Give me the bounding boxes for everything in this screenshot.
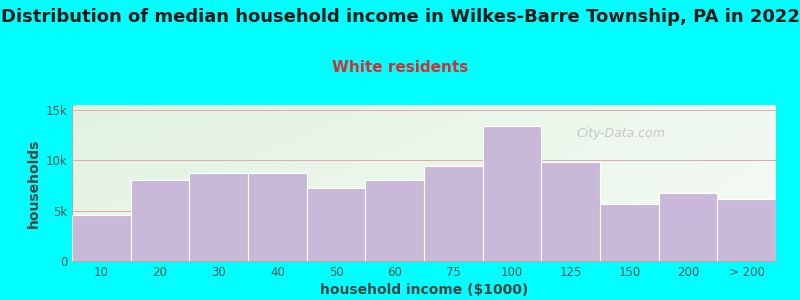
- Bar: [366, 181, 424, 261]
- X-axis label: household income ($1000): household income ($1000): [320, 283, 528, 297]
- Bar: [306, 188, 366, 261]
- Bar: [248, 173, 306, 261]
- Bar: [190, 173, 248, 261]
- Bar: [130, 181, 190, 261]
- Bar: [72, 215, 130, 261]
- Text: Distribution of median household income in Wilkes-Barre Township, PA in 2022: Distribution of median household income …: [1, 8, 799, 26]
- Text: City-Data.com: City-Data.com: [577, 127, 666, 140]
- Bar: [542, 162, 600, 261]
- Bar: [718, 199, 776, 261]
- Bar: [658, 193, 718, 261]
- Text: White residents: White residents: [332, 60, 468, 75]
- Bar: [424, 167, 482, 261]
- Y-axis label: households: households: [27, 138, 42, 228]
- Bar: [482, 126, 542, 261]
- Bar: [600, 204, 658, 261]
